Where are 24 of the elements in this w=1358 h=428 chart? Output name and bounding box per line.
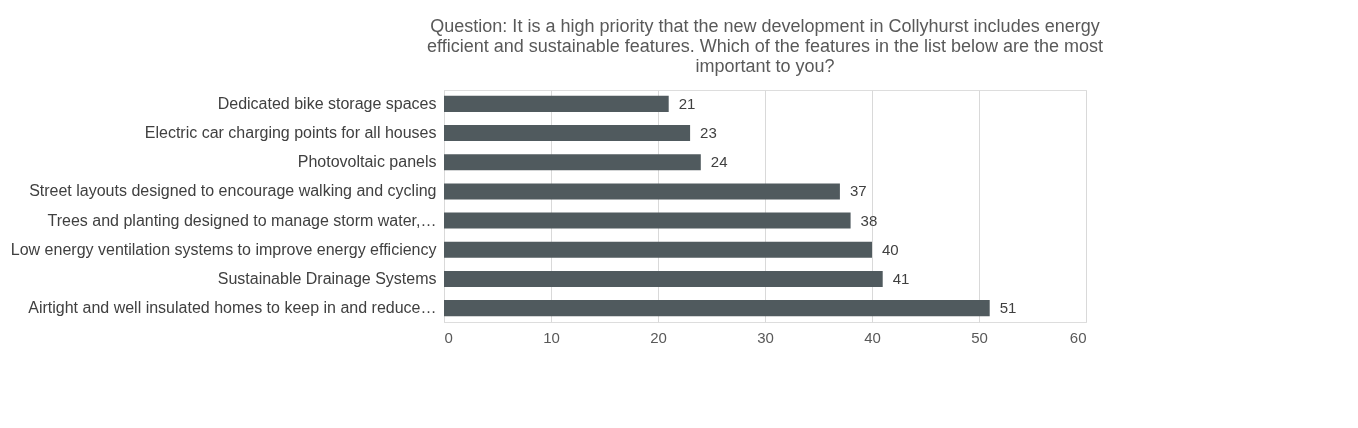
x-tick-label: 30 [757,328,774,346]
data-label: 51 [999,299,1017,317]
x-tick-label: 60 [1069,328,1087,346]
x-tick-label: 40 [864,328,881,346]
data-label: 24 [710,153,728,171]
y-tick-label: Photovoltaic panels [297,153,437,171]
x-tick-label: 10 [543,328,560,346]
y-tick-label: Low energy ventilation systems to improve energy efficiency [10,240,437,258]
x-tick-label: 20 [650,328,667,346]
data-label: 41 [892,269,910,287]
data-label: 37 [849,182,867,200]
data-label: 21 [678,94,696,112]
x-tick-label: 50 [971,328,988,346]
y-tick-label: Airtight and well insulated homes to keep in and reduce… [28,299,437,317]
data-label: 38 [860,211,878,229]
y-tick-label: Dedicated bike storage spaces [217,94,437,112]
x-tick-label: 0 [444,328,453,346]
y-tick-label: Sustainable Drainage Systems [217,269,437,287]
y-tick-label: Street layouts designed to encourage walking and cycling [29,182,437,200]
y-tick-label: Electric car charging points for all houses [144,124,437,142]
chart-title: Question: It is a high priority that the new development in Collyhurst includes energy efficient and sustainable features. Which of the features in the list below are the most important to you? [426,16,1104,76]
y-tick-label: Trees and planting designed to manage storm water,… [47,211,437,229]
data-label: 40 [882,240,899,258]
data-label: 23 [700,124,717,142]
